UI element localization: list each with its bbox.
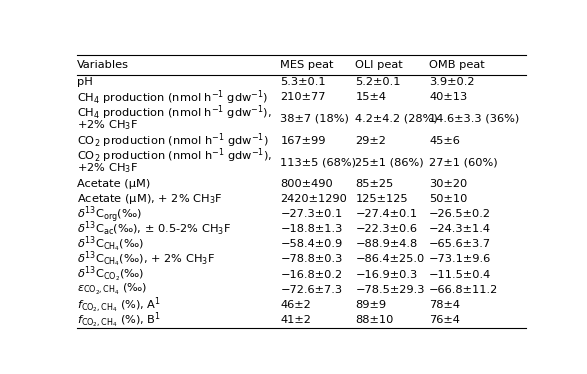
Text: 45±6: 45±6 bbox=[429, 135, 460, 145]
Text: 89±9: 89±9 bbox=[356, 300, 387, 310]
Text: −27.4±0.1: −27.4±0.1 bbox=[356, 209, 417, 219]
Text: 167±99: 167±99 bbox=[281, 135, 326, 145]
Text: −11.5±0.4: −11.5±0.4 bbox=[429, 270, 491, 280]
Text: −66.8±11.2: −66.8±11.2 bbox=[429, 285, 498, 295]
Text: −78.8±0.3: −78.8±0.3 bbox=[281, 254, 343, 264]
Text: −72.6±7.3: −72.6±7.3 bbox=[281, 285, 342, 295]
Text: −86.4±25.0: −86.4±25.0 bbox=[356, 254, 424, 264]
Text: 5.2±0.1: 5.2±0.1 bbox=[356, 77, 401, 87]
Text: 3.9±0.2: 3.9±0.2 bbox=[429, 77, 475, 87]
Text: $f_{\rm CO_2, CH_4}$ (%), B$^1$: $f_{\rm CO_2, CH_4}$ (%), B$^1$ bbox=[77, 310, 161, 330]
Text: 46±2: 46±2 bbox=[281, 300, 311, 310]
Text: Acetate (μM): Acetate (μM) bbox=[77, 179, 150, 189]
Text: CH$_4$ production (nmol h$^{-1}$ gdw$^{-1}$),: CH$_4$ production (nmol h$^{-1}$ gdw$^{-… bbox=[77, 103, 272, 122]
Text: $\delta^{13}$C$_{\rm CH_4}$(‰): $\delta^{13}$C$_{\rm CH_4}$(‰) bbox=[77, 234, 144, 254]
Text: −24.3±1.4: −24.3±1.4 bbox=[429, 224, 491, 234]
Text: 50±10: 50±10 bbox=[429, 194, 467, 204]
Text: 4.2±4.2 (28%): 4.2±4.2 (28%) bbox=[356, 114, 438, 124]
Text: 78±4: 78±4 bbox=[429, 300, 460, 310]
Text: 2420±1290: 2420±1290 bbox=[281, 194, 348, 204]
Text: 40±13: 40±13 bbox=[429, 92, 467, 102]
Text: −73.1±9.6: −73.1±9.6 bbox=[429, 254, 491, 264]
Text: 5.3±0.1: 5.3±0.1 bbox=[281, 77, 326, 87]
Text: −78.5±29.3: −78.5±29.3 bbox=[356, 285, 425, 295]
Text: Acetate (μM), + 2% CH$_3$F: Acetate (μM), + 2% CH$_3$F bbox=[77, 192, 222, 206]
Text: 30±20: 30±20 bbox=[429, 179, 467, 189]
Text: $\delta^{13}$C$_{\rm CO_2}$(‰): $\delta^{13}$C$_{\rm CO_2}$(‰) bbox=[77, 265, 144, 285]
Text: OMB peat: OMB peat bbox=[429, 60, 485, 70]
Text: CO$_2$ production (nmol h$^{-1}$ gdw$^{-1}$),: CO$_2$ production (nmol h$^{-1}$ gdw$^{-… bbox=[77, 146, 272, 165]
Text: −27.3±0.1: −27.3±0.1 bbox=[281, 209, 343, 219]
Text: 14.6±3.3 (36%): 14.6±3.3 (36%) bbox=[429, 114, 519, 124]
Text: −65.6±3.7: −65.6±3.7 bbox=[429, 239, 491, 249]
Text: 113±5 (68%): 113±5 (68%) bbox=[281, 157, 356, 167]
Text: $f_{\rm CO_2, CH_4}$ (%), A$^1$: $f_{\rm CO_2, CH_4}$ (%), A$^1$ bbox=[77, 295, 161, 315]
Text: −16.8±0.2: −16.8±0.2 bbox=[281, 270, 342, 280]
Text: $\delta^{13}$C$_{\rm ac}$(‰), ± 0.5-2% CH$_3$F: $\delta^{13}$C$_{\rm ac}$(‰), ± 0.5-2% C… bbox=[77, 220, 231, 238]
Text: 210±77: 210±77 bbox=[281, 92, 326, 102]
Text: 800±490: 800±490 bbox=[281, 179, 333, 189]
Text: CH$_4$ production (nmol h$^{-1}$ gdw$^{-1}$): CH$_4$ production (nmol h$^{-1}$ gdw$^{-… bbox=[77, 88, 268, 107]
Text: −18.8±1.3: −18.8±1.3 bbox=[281, 224, 343, 234]
Text: 27±1 (60%): 27±1 (60%) bbox=[429, 157, 498, 167]
Text: 76±4: 76±4 bbox=[429, 315, 460, 325]
Text: −58.4±0.9: −58.4±0.9 bbox=[281, 239, 343, 249]
Text: 15±4: 15±4 bbox=[356, 92, 386, 102]
Text: $\delta^{13}$C$_{\rm CH_4}$(‰), + 2% CH$_3$F: $\delta^{13}$C$_{\rm CH_4}$(‰), + 2% CH$… bbox=[77, 250, 215, 269]
Text: −22.3±0.6: −22.3±0.6 bbox=[356, 224, 417, 234]
Text: OLI peat: OLI peat bbox=[356, 60, 403, 70]
Text: 41±2: 41±2 bbox=[281, 315, 311, 325]
Text: −16.9±0.3: −16.9±0.3 bbox=[356, 270, 418, 280]
Text: +2% CH$_3$F: +2% CH$_3$F bbox=[77, 162, 138, 175]
Text: $\delta^{13}$C$_{\rm org}$(‰): $\delta^{13}$C$_{\rm org}$(‰) bbox=[77, 203, 142, 224]
Text: −88.9±4.8: −88.9±4.8 bbox=[356, 239, 418, 249]
Text: Variables: Variables bbox=[77, 60, 129, 70]
Text: 25±1 (86%): 25±1 (86%) bbox=[356, 157, 424, 167]
Text: MES peat: MES peat bbox=[281, 60, 334, 70]
Text: −26.5±0.2: −26.5±0.2 bbox=[429, 209, 491, 219]
Text: 88±10: 88±10 bbox=[356, 315, 394, 325]
Text: $\varepsilon_{\rm CO_2, CH_4}$ (‰): $\varepsilon_{\rm CO_2, CH_4}$ (‰) bbox=[77, 282, 147, 297]
Text: 125±125: 125±125 bbox=[356, 194, 408, 204]
Text: 29±2: 29±2 bbox=[356, 135, 386, 145]
Text: pH: pH bbox=[77, 77, 93, 87]
Text: 85±25: 85±25 bbox=[356, 179, 394, 189]
Text: CO$_2$ production (nmol h$^{-1}$ gdw$^{-1}$): CO$_2$ production (nmol h$^{-1}$ gdw$^{-… bbox=[77, 131, 269, 150]
Text: +2% CH$_3$F: +2% CH$_3$F bbox=[77, 119, 138, 132]
Text: 38±7 (18%): 38±7 (18%) bbox=[281, 114, 349, 124]
